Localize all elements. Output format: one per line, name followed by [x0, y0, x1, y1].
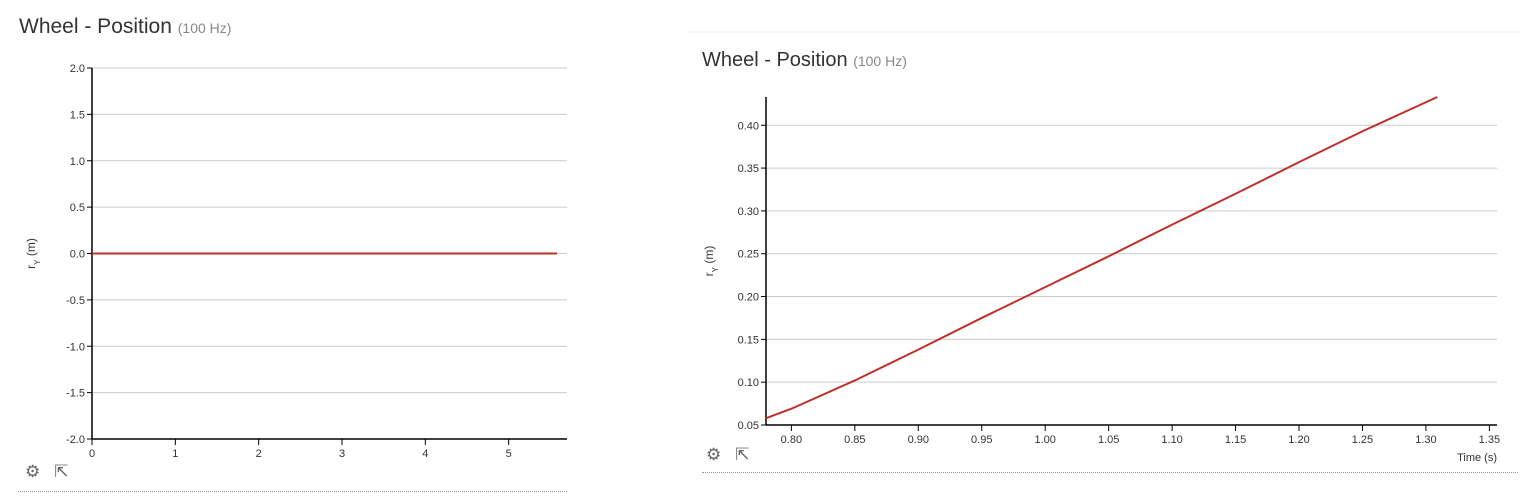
- external-link-icon[interactable]: ⇱: [54, 462, 69, 481]
- frequency-label: (100 Hz): [177, 20, 232, 36]
- frequency-label: (100 Hz): [853, 53, 907, 69]
- series-line: [765, 96, 1438, 420]
- y-tick-label: -2.0: [66, 434, 85, 446]
- y-tick-label: -1.0: [66, 341, 85, 353]
- y-tick-label: 0.40: [738, 120, 759, 132]
- x-tick-label: 1: [172, 448, 178, 460]
- y-tick-label: 1.0: [70, 156, 85, 168]
- x-axis-label: Time (s): [1457, 452, 1497, 464]
- y-tick-label: 0.10: [738, 377, 759, 389]
- y-tick-label: 0.15: [738, 334, 759, 346]
- y-tick-label: -1.5: [66, 388, 85, 400]
- y-axis-label: rY (m): [24, 238, 42, 269]
- x-tick-label: 1.30: [1415, 434, 1436, 446]
- x-tick-label: 2: [256, 448, 262, 460]
- x-tick-label: 1.25: [1352, 434, 1373, 446]
- y-axis-label: rY (m): [702, 246, 720, 277]
- x-tick-label: 5: [506, 448, 512, 460]
- x-tick-label: 1.20: [1288, 434, 1309, 446]
- gear-icon[interactable]: ⚙: [706, 445, 722, 464]
- y-tick-label: 0.25: [738, 249, 759, 261]
- x-tick-label: 4: [422, 448, 428, 460]
- y-tick-label: 0.35: [738, 163, 759, 175]
- y-tick-label: 0.30: [738, 206, 759, 218]
- y-tick-label: 0.0: [70, 249, 85, 261]
- y-tick-label: 0.05: [738, 420, 759, 432]
- x-tick-label: 1.35: [1479, 434, 1500, 446]
- x-tick-label: 0.90: [908, 434, 929, 446]
- chart-title: Wheel - Position (100 Hz): [19, 15, 231, 39]
- separator: [18, 491, 567, 492]
- gear-icon[interactable]: ⚙: [25, 462, 41, 481]
- x-tick-label: 1.10: [1161, 434, 1182, 446]
- x-tick-label: 1.00: [1034, 434, 1055, 446]
- y-tick-label: 0.5: [70, 202, 85, 214]
- y-tick-label: 2.0: [70, 63, 85, 75]
- title-text: Wheel - Position: [702, 49, 848, 71]
- chart-title: Wheel - Position (100 Hz): [702, 49, 907, 72]
- x-tick-label: 0.85: [844, 434, 865, 446]
- x-tick-label: 0.80: [781, 434, 802, 446]
- x-tick-label: 3: [339, 448, 345, 460]
- x-tick-label: 0: [89, 448, 95, 460]
- x-tick-label: 1.15: [1225, 434, 1246, 446]
- x-tick-label: 1.05: [1098, 434, 1119, 446]
- title-text: Wheel - Position: [19, 15, 172, 38]
- y-tick-label: 0.20: [738, 292, 759, 304]
- external-link-icon[interactable]: ⇱: [735, 445, 750, 464]
- separator: [702, 472, 1518, 473]
- y-tick-label: 1.5: [70, 109, 85, 121]
- x-tick-label: 0.95: [971, 434, 992, 446]
- y-tick-label: -0.5: [66, 295, 85, 307]
